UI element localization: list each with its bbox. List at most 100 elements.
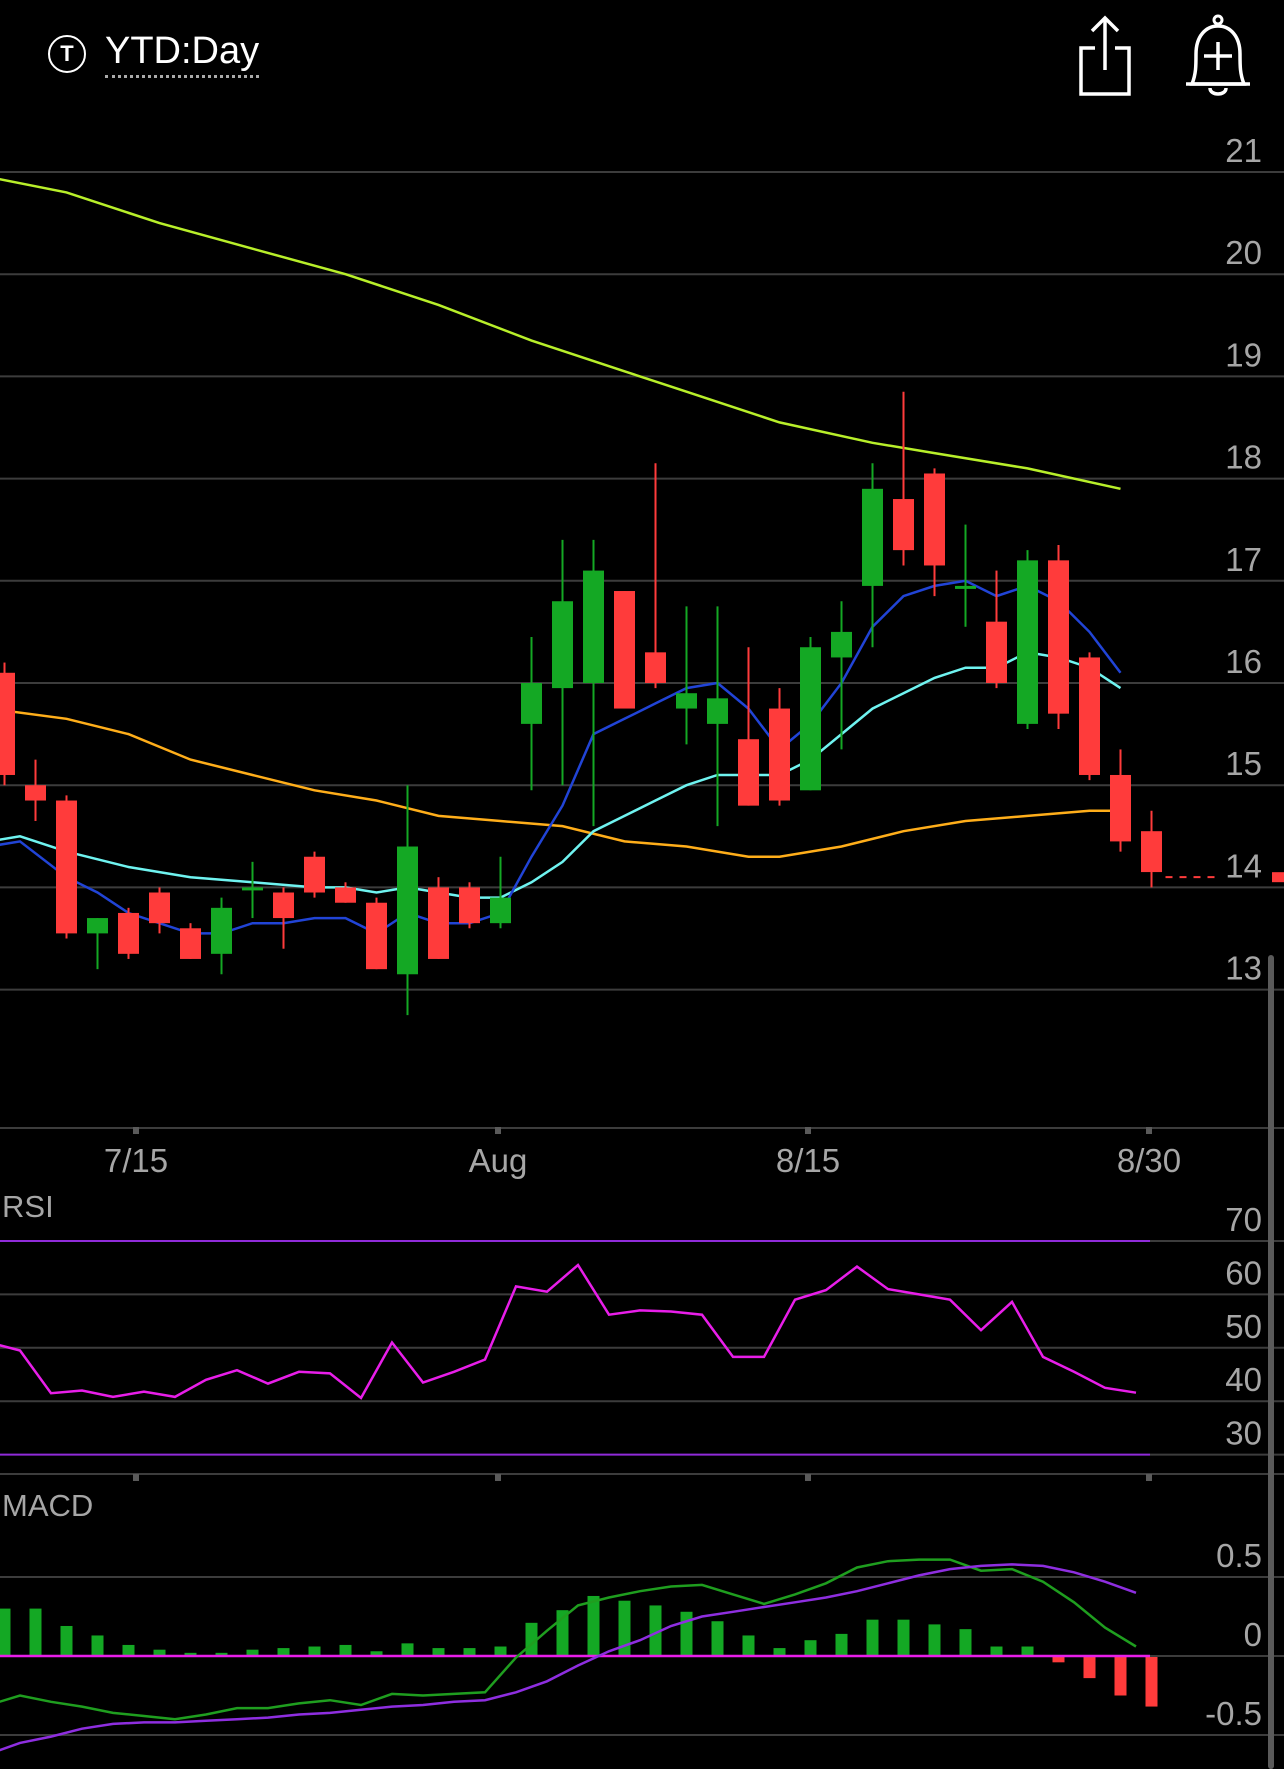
candle-down bbox=[1110, 749, 1131, 852]
candle-body bbox=[1110, 774, 1131, 842]
last-price-marker bbox=[1272, 872, 1284, 883]
macd-line bbox=[0, 1558, 1137, 1721]
candle-down bbox=[428, 877, 449, 959]
candle-body bbox=[366, 902, 387, 970]
macd-histogram-bar bbox=[308, 1646, 321, 1656]
candle-down bbox=[0, 662, 15, 786]
candle-body bbox=[521, 683, 542, 724]
price-tick-label: 15 bbox=[1225, 745, 1262, 782]
macd-histogram-bar bbox=[215, 1652, 228, 1656]
scrollbar[interactable] bbox=[1268, 955, 1274, 1769]
candle-up bbox=[831, 601, 852, 750]
candle-body bbox=[459, 887, 480, 924]
date-tick-mark bbox=[495, 1127, 501, 1134]
rsi-title: RSI bbox=[2, 1189, 54, 1224]
candle-body bbox=[1048, 560, 1069, 714]
macd-histogram-bar bbox=[494, 1646, 507, 1656]
candle-body bbox=[180, 928, 201, 959]
candle-body bbox=[335, 887, 356, 903]
candle-up bbox=[583, 539, 604, 827]
candle-down bbox=[56, 795, 77, 939]
macd-histogram-bar bbox=[959, 1629, 972, 1656]
date-tick-mark bbox=[1146, 1127, 1152, 1134]
candle-body bbox=[118, 912, 139, 954]
candle-body bbox=[242, 887, 263, 891]
candle-up bbox=[552, 539, 573, 786]
macd-tick-label: 0 bbox=[1244, 1616, 1262, 1653]
candle-body bbox=[583, 570, 604, 683]
candle-body bbox=[1141, 831, 1162, 873]
candle-body bbox=[986, 621, 1007, 683]
candle-down bbox=[459, 882, 480, 929]
macd-histogram-bar bbox=[1114, 1656, 1127, 1696]
candle-body bbox=[831, 631, 852, 658]
candle-body bbox=[552, 601, 573, 689]
candle-body bbox=[800, 647, 821, 791]
macd-title: MACD bbox=[2, 1488, 93, 1523]
bell-plus-icon[interactable] bbox=[1182, 14, 1254, 100]
candle-down bbox=[180, 923, 201, 959]
candle-up bbox=[707, 606, 728, 827]
candle-body bbox=[490, 897, 511, 924]
macd-signal-line bbox=[0, 1563, 1137, 1752]
rsi-tick-mark bbox=[495, 1474, 501, 1481]
rsi-tick-label: 40 bbox=[1225, 1361, 1262, 1398]
macd-histogram-bar bbox=[866, 1619, 879, 1656]
rsi-line bbox=[0, 1263, 1137, 1400]
macd-histogram-bar bbox=[711, 1621, 724, 1656]
candle-up bbox=[955, 524, 976, 627]
moving-average-lines bbox=[0, 177, 1122, 935]
date-tick-label: 7/15 bbox=[104, 1142, 168, 1179]
candle-down bbox=[924, 468, 945, 597]
rsi-tick-mark bbox=[1146, 1474, 1152, 1481]
candle-down bbox=[1141, 810, 1162, 888]
macd-histogram-bar bbox=[184, 1652, 197, 1656]
candle-up bbox=[397, 785, 418, 1016]
macd-histogram-bar bbox=[0, 1608, 11, 1656]
share-icon[interactable] bbox=[1075, 14, 1135, 100]
price-tick-label: 19 bbox=[1225, 336, 1262, 373]
candle-body bbox=[893, 499, 914, 551]
price-tick-label: 14 bbox=[1225, 847, 1262, 884]
candle-up bbox=[242, 861, 263, 919]
moving-average-lime bbox=[0, 177, 1121, 491]
ticker-icon[interactable]: T bbox=[48, 35, 86, 73]
candle-body bbox=[87, 918, 108, 934]
macd-histogram-bar bbox=[1021, 1646, 1034, 1656]
candle-body bbox=[862, 488, 883, 586]
macd-histogram-bar bbox=[463, 1648, 476, 1656]
rsi-tick-mark bbox=[133, 1474, 139, 1481]
date-axis: 7/15 Aug 8/15 8/30 bbox=[0, 1127, 1284, 1179]
candle-body bbox=[149, 892, 170, 924]
macd-histogram-bar bbox=[1083, 1656, 1096, 1679]
date-tick-label: 8/15 bbox=[776, 1142, 840, 1179]
rsi-tick-label: 70 bbox=[1225, 1201, 1262, 1238]
price-tick-label: 18 bbox=[1225, 439, 1262, 476]
candle-body bbox=[0, 672, 15, 775]
candle-body bbox=[1017, 560, 1038, 724]
date-tick-mark bbox=[805, 1127, 811, 1134]
price-gridlines bbox=[0, 171, 1284, 991]
candle-down bbox=[118, 907, 139, 959]
macd-histogram-bar bbox=[29, 1608, 42, 1656]
macd-tick-label: -0.5 bbox=[1205, 1695, 1262, 1732]
candle-down bbox=[645, 463, 666, 689]
candle-up bbox=[490, 856, 511, 929]
candle-body bbox=[676, 693, 697, 709]
range-selector[interactable]: YTD:Day bbox=[105, 29, 260, 78]
macd-histogram-bar bbox=[804, 1640, 817, 1656]
macd-histogram-bar bbox=[432, 1648, 445, 1656]
candle-body bbox=[428, 887, 449, 959]
candle-up bbox=[211, 897, 232, 975]
candle-up bbox=[87, 918, 108, 970]
candlesticks bbox=[0, 391, 1284, 1016]
macd-panel: MACD 0.5 0 -0.5 bbox=[0, 1488, 1284, 1752]
candle-down bbox=[149, 887, 170, 934]
rsi-tick-label: 50 bbox=[1225, 1308, 1262, 1345]
candle-down bbox=[738, 647, 759, 806]
macd-histogram-bar bbox=[587, 1595, 600, 1656]
macd-histogram-bar bbox=[680, 1611, 693, 1656]
candle-up bbox=[676, 606, 697, 745]
candle-body bbox=[924, 473, 945, 566]
